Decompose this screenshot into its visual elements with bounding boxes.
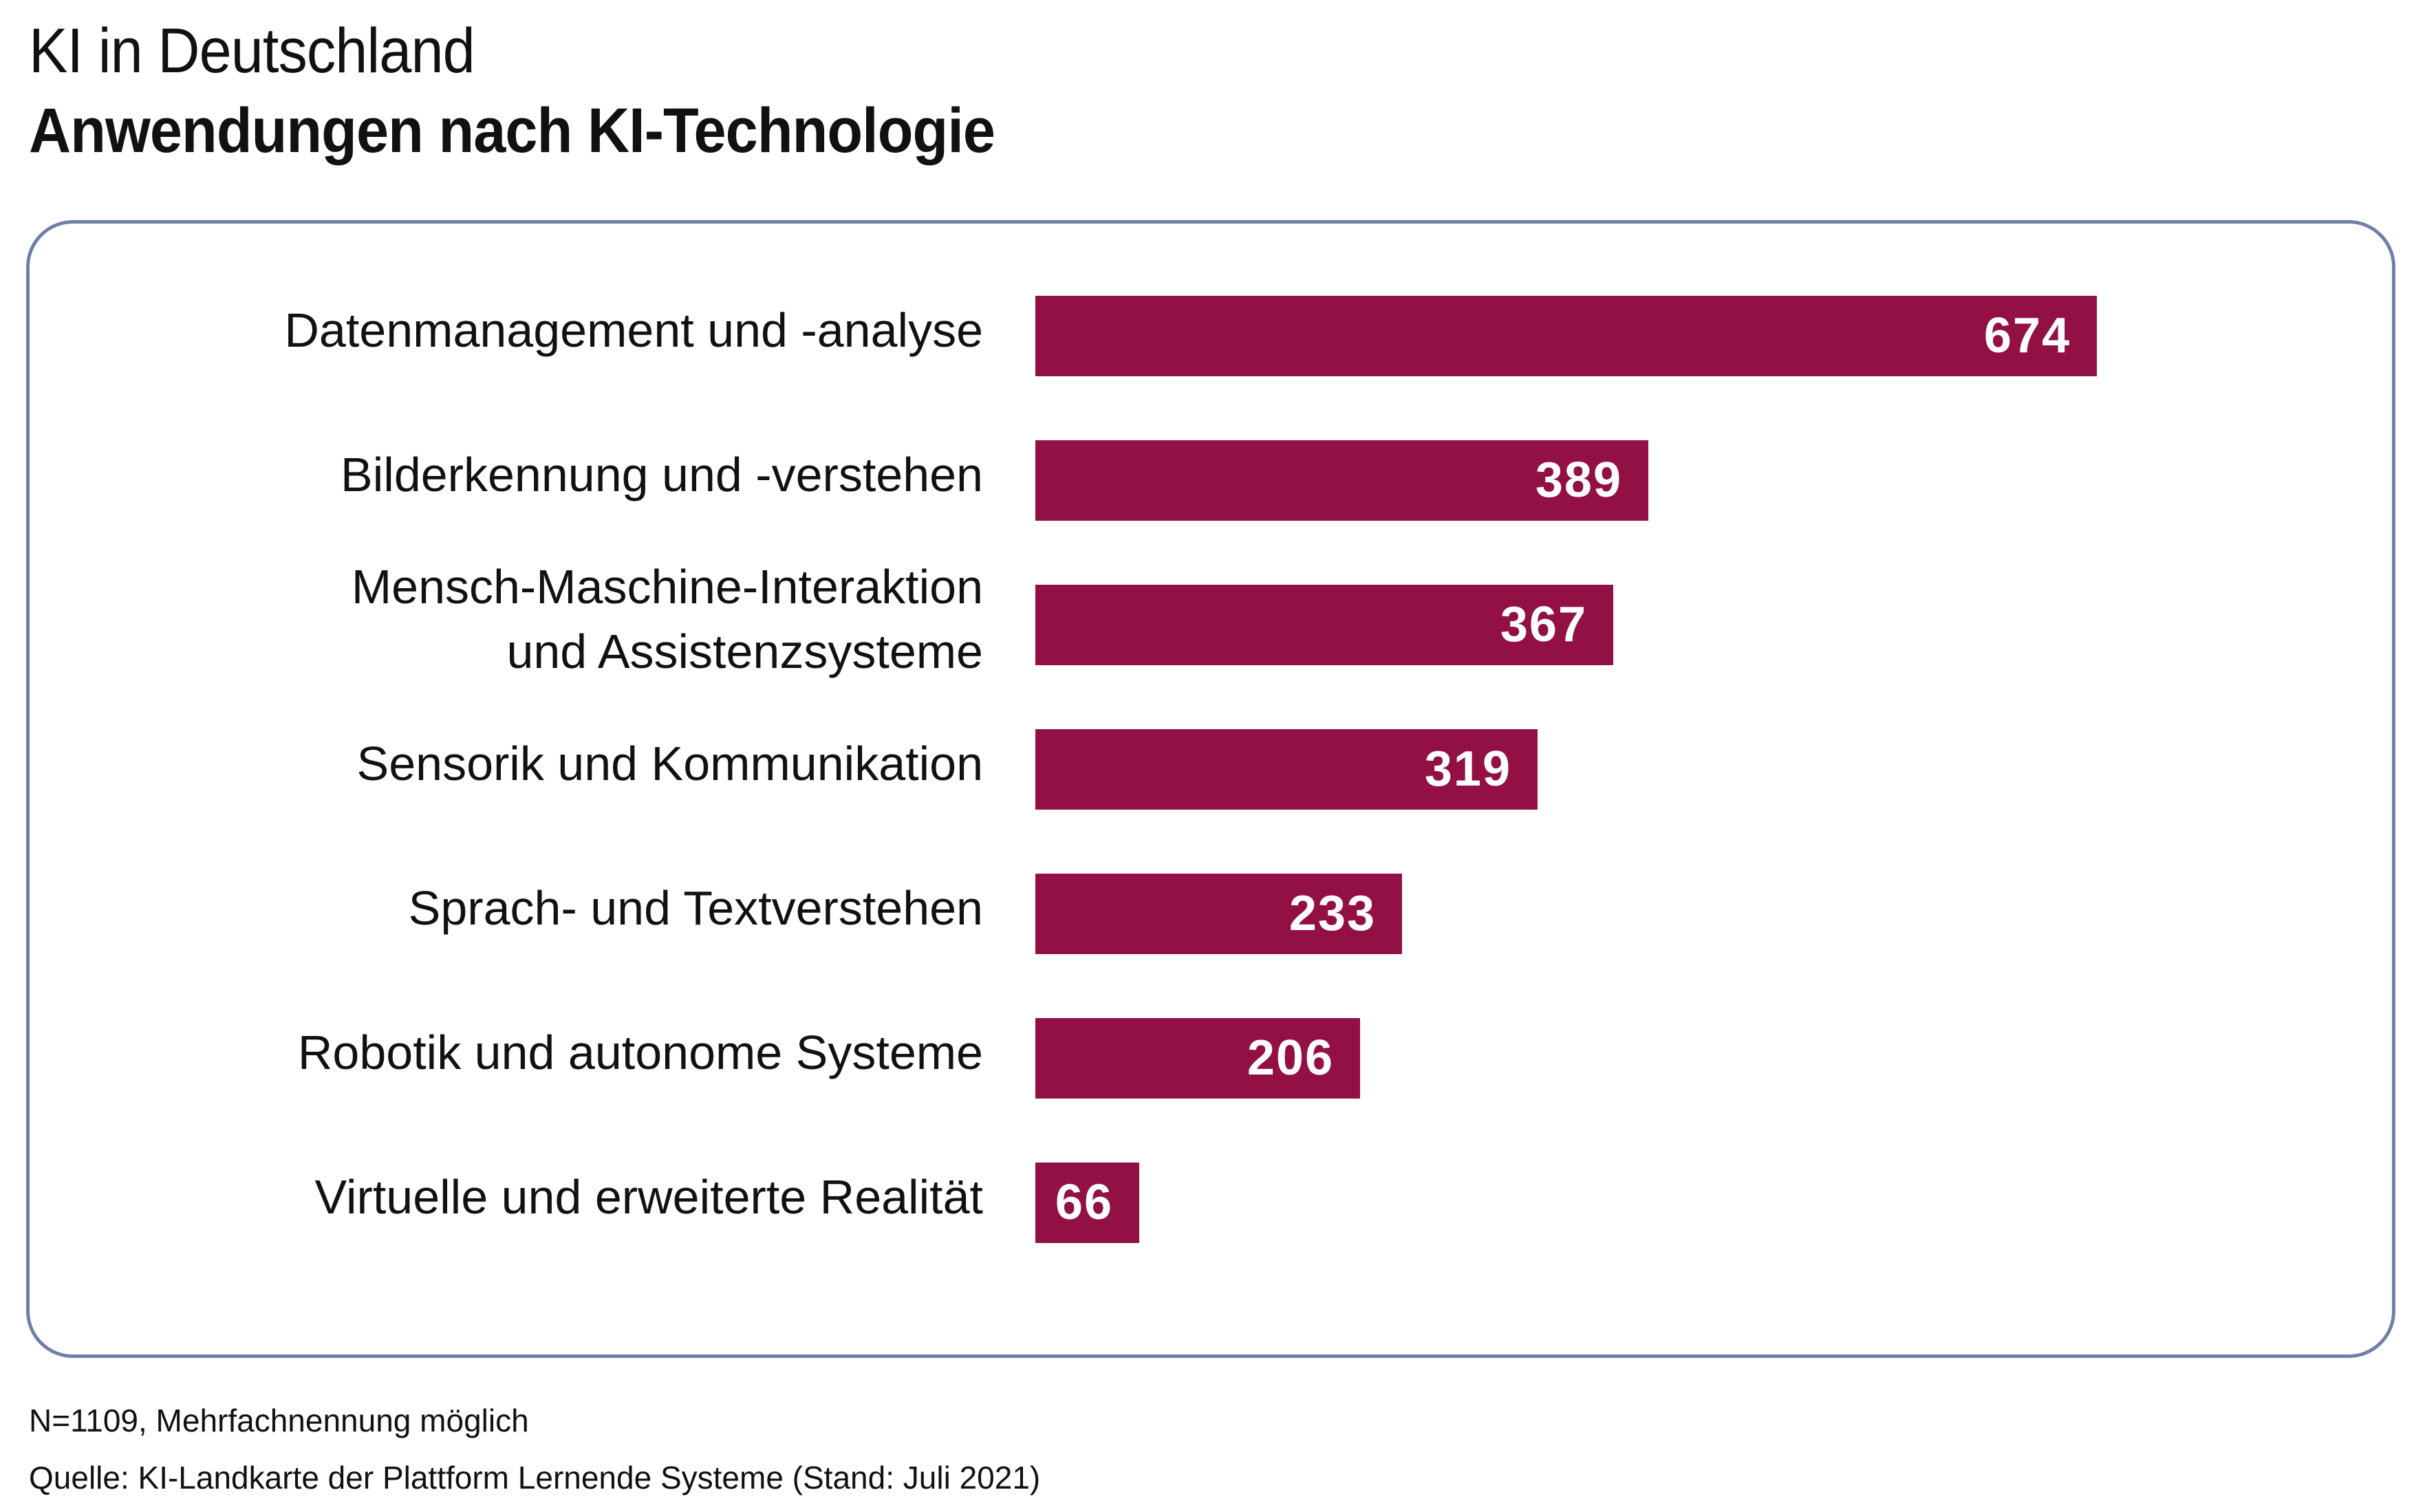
category-label-line: Mensch-Maschine-Interaktion (351, 560, 983, 614)
category-label: Sensorik und Kommunikation (357, 731, 983, 796)
bar (1035, 1017, 1360, 1099)
bar-value-label: 674 (1983, 307, 2071, 363)
category-label: Robotik und autonome Systeme (298, 1020, 983, 1085)
chart-title: KI in Deutschland (29, 16, 475, 86)
category-label: Mensch-Maschine-Interaktion und Assistenz… (352, 554, 983, 684)
bar-value-label: 233 (1289, 885, 1376, 941)
category-label-line: Robotik und autonome Systeme (297, 1026, 983, 1079)
category-label-line: Virtuelle und erweiterte Realität (314, 1170, 983, 1224)
bar (1035, 440, 1648, 521)
category-label: Sprach- und Textverstehen (409, 876, 983, 940)
bar (1035, 584, 1613, 665)
sample-size-note: N=1109, Mehrfachnennung möglich (29, 1403, 529, 1438)
source-note: Quelle: KI-Landkarte der Plattform Lerne… (29, 1460, 1041, 1495)
category-label-line: Bilderkennung und -verstehen (341, 448, 983, 501)
bar-value-label: 367 (1500, 596, 1587, 652)
bar (1035, 295, 2097, 376)
bar-value-label: 319 (1424, 741, 1511, 797)
category-label-line: und Assistenzsysteme (506, 625, 983, 678)
bar (1035, 1162, 1139, 1243)
category-label: Bilderkennung und -verstehen (341, 442, 983, 507)
bar (1035, 873, 1402, 954)
category-label: Virtuelle und erweiterte Realität (315, 1165, 983, 1229)
category-label: Datenmanagement und -analyse (284, 298, 983, 363)
category-label-line: Datenmanagement und -analyse (284, 303, 983, 357)
bar-value-label: 389 (1535, 452, 1622, 508)
category-label-line: Sensorik und Kommunikation (356, 737, 983, 790)
bar (1035, 728, 1538, 810)
chart-frame (26, 220, 2395, 1358)
bar-value-label: 66 (1055, 1174, 1113, 1230)
chart-subtitle: Anwendungen nach KI-Technologie (29, 96, 995, 166)
category-label-line: Sprach- und Textverstehen (408, 881, 983, 935)
bar-value-label: 206 (1247, 1030, 1334, 1086)
